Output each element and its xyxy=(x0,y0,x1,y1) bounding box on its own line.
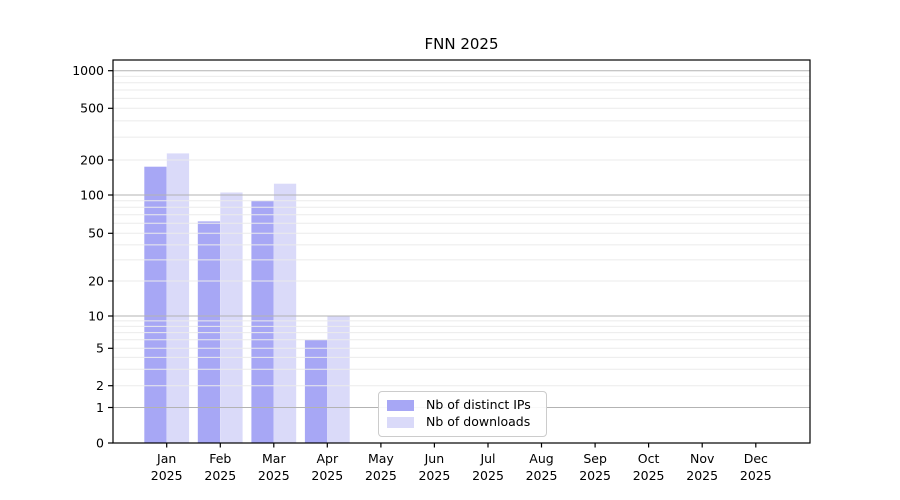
x-tick-year-dec: 2025 xyxy=(740,468,772,483)
x-tick-year-nov: 2025 xyxy=(686,468,718,483)
bar-downloads-mar xyxy=(273,183,297,443)
y-tick-label: 500 xyxy=(80,101,104,116)
y-tick-label: 20 xyxy=(88,273,104,288)
y-tick-label: 1 xyxy=(96,400,104,415)
y-tick-label: 50 xyxy=(88,226,104,241)
x-tick-year-aug: 2025 xyxy=(526,468,558,483)
bar-distinct-ips-apr xyxy=(304,339,328,443)
y-tick-label: 5 xyxy=(96,341,104,356)
x-tick-label-sep: Sep xyxy=(583,451,607,466)
x-tick-label-oct: Oct xyxy=(638,451,660,466)
bar-distinct-ips-jan xyxy=(144,166,167,443)
x-tick-label-feb: Feb xyxy=(209,451,231,466)
legend-swatch-downloads-icon xyxy=(387,416,414,428)
legend-swatch-distinct-ips-icon xyxy=(387,400,414,412)
legend-item-downloads: Nb of downloads xyxy=(387,416,538,429)
x-tick-label-mar: Mar xyxy=(262,451,286,466)
legend: Nb of distinct IPs Nb of downloads xyxy=(378,391,547,437)
y-tick-label: 200 xyxy=(80,152,104,167)
x-tick-year-jan: 2025 xyxy=(151,468,183,483)
x-tick-label-apr: Apr xyxy=(316,451,338,466)
chart-title: FNN 2025 xyxy=(424,35,499,53)
x-tick-year-may: 2025 xyxy=(365,468,397,483)
bar-downloads-apr xyxy=(327,316,350,443)
legend-label-distinct-ips: Nb of distinct IPs xyxy=(426,397,531,413)
x-tick-year-oct: 2025 xyxy=(633,468,665,483)
x-tick-year-mar: 2025 xyxy=(258,468,290,483)
x-tick-label-jan: Jan xyxy=(156,451,176,466)
x-tick-year-jul: 2025 xyxy=(472,468,504,483)
bar-downloads-jan xyxy=(166,153,190,443)
plot-border xyxy=(112,59,811,444)
y-tick-label: 100 xyxy=(80,187,104,202)
x-tick-label-aug: Aug xyxy=(529,451,553,466)
x-tick-year-sep: 2025 xyxy=(579,468,611,483)
x-tick-year-feb: 2025 xyxy=(204,468,236,483)
x-tick-year-jun: 2025 xyxy=(418,468,450,483)
y-tick-label: 1000 xyxy=(72,63,104,78)
bar-downloads-feb xyxy=(220,192,243,443)
x-tick-year-apr: 2025 xyxy=(311,468,343,483)
y-tick-label: 10 xyxy=(88,308,104,323)
bar-distinct-ips-mar xyxy=(251,200,274,443)
legend-item-distinct-ips: Nb of distinct IPs xyxy=(387,399,538,412)
x-tick-label-nov: Nov xyxy=(690,451,715,466)
x-tick-label-jul: Jul xyxy=(479,451,495,466)
y-tick-label: 2 xyxy=(96,378,104,393)
x-tick-label-may: May xyxy=(368,451,394,466)
legend-label-downloads: Nb of downloads xyxy=(426,414,531,430)
x-tick-label-jun: Jun xyxy=(424,451,445,466)
y-tick-label: 0 xyxy=(96,435,104,450)
x-tick-label-dec: Dec xyxy=(744,451,768,466)
